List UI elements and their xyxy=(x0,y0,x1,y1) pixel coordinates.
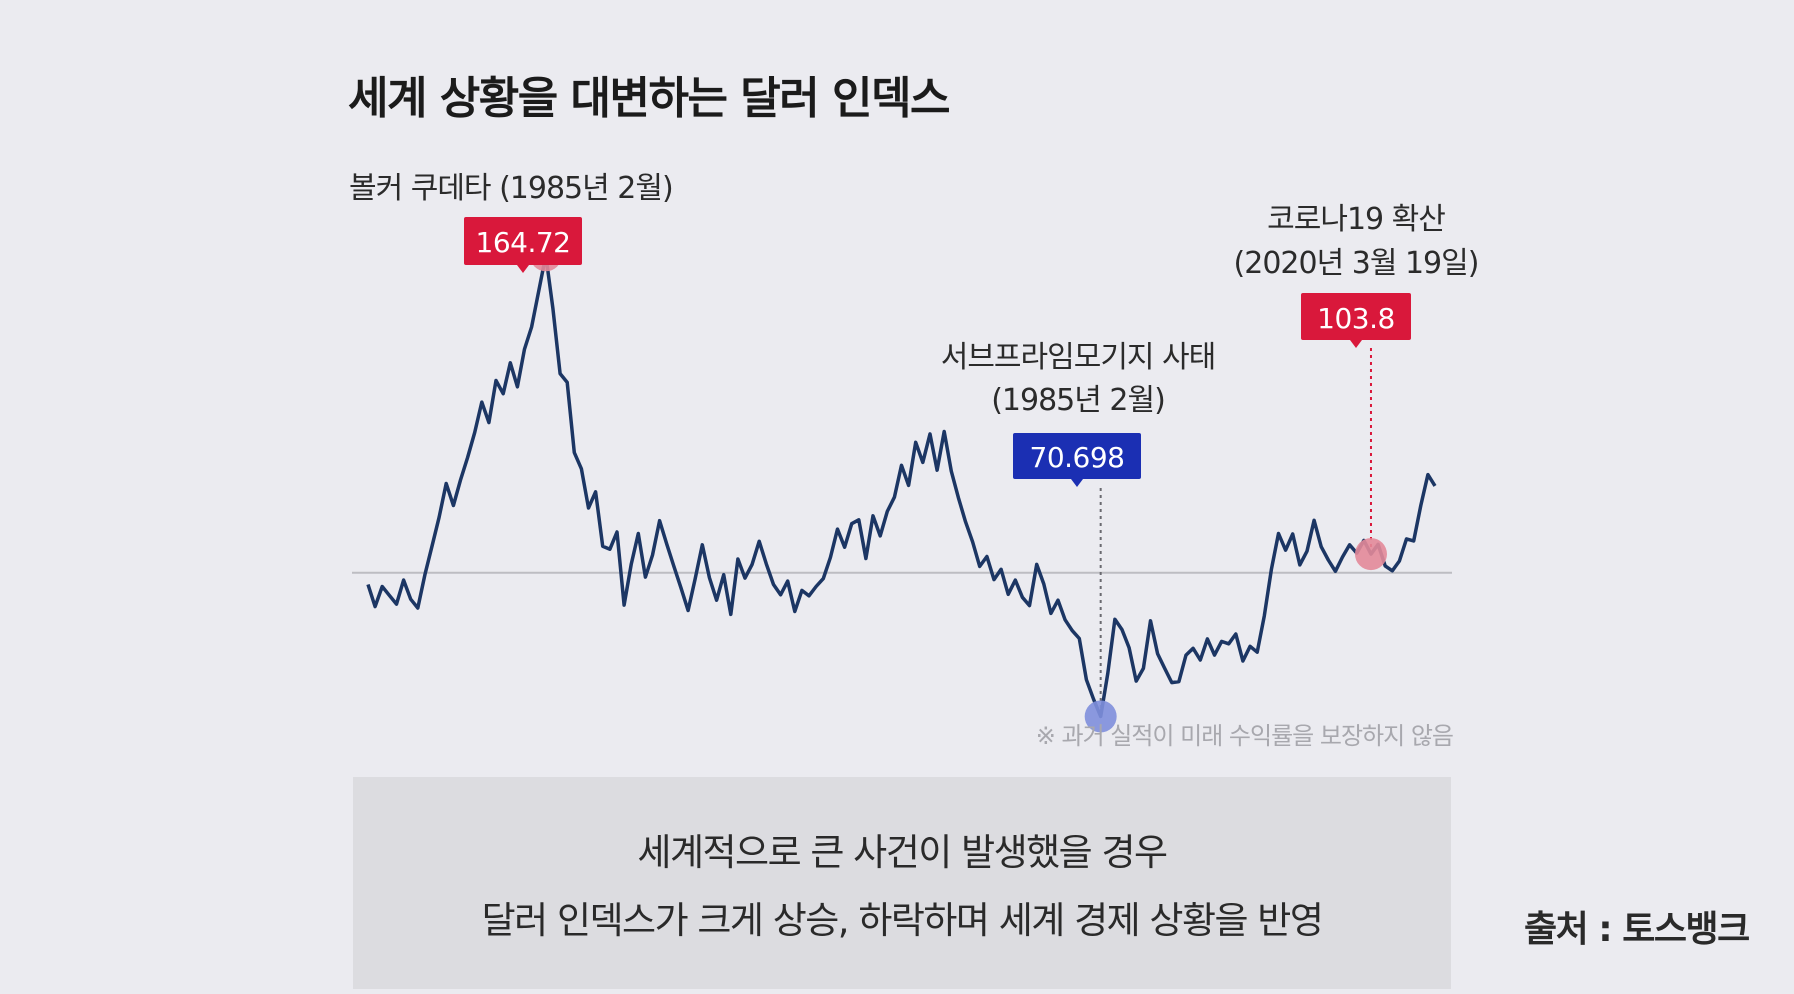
covid-value-badge xyxy=(1301,293,1411,340)
dollar-index-chart: 볼커 쿠데타 (1985년 2월) 164.72 서브프라임모기지 사태 (19… xyxy=(349,171,1479,750)
trough-marker xyxy=(1084,700,1117,733)
covid-value-label: 103.8 xyxy=(1317,302,1395,335)
trough-badge-pointer xyxy=(1071,479,1083,487)
page-title: 세계 상황을 대변하는 달러 인덱스 xyxy=(348,73,951,124)
peak-annotation-label: 볼커 쿠데타 (1985년 2월) xyxy=(349,171,673,206)
trough-annotation-label-line1: 서브프라임모기지 사태 xyxy=(941,340,1216,375)
covid-annotation-label-line1: 코로나19 확산 xyxy=(1267,202,1445,237)
covid-badge-pointer xyxy=(1350,340,1362,348)
covid-annotation-label-line2: (2020년 3월 19일) xyxy=(1234,246,1479,281)
trough-value-label: 70.698 xyxy=(1030,441,1125,474)
peak-value-label: 164.72 xyxy=(476,226,571,259)
summary-line-1: 세계적으로 큰 사건이 발생했을 경우 xyxy=(637,831,1168,874)
trough-value-badge xyxy=(1013,433,1141,479)
dollar-index-line xyxy=(366,253,1437,719)
peak-badge-pointer xyxy=(517,265,529,273)
source-credit: 출처 : 토스뱅크 xyxy=(1524,909,1750,950)
disclaimer-note: ※ 과거 실적이 미래 수익률을 보장하지 않음 xyxy=(1036,722,1453,750)
covid-marker xyxy=(1354,538,1387,571)
summary-box: 세계적으로 큰 사건이 발생했을 경우 달러 인덱스가 크게 상승, 하락하며 … xyxy=(353,777,1451,989)
trough-annotation-label-line2: (1985년 2월) xyxy=(991,383,1165,418)
peak-value-badge xyxy=(464,217,582,265)
summary-line-2: 달러 인덱스가 크게 상승, 하락하며 세계 경제 상황을 반영 xyxy=(481,899,1324,942)
